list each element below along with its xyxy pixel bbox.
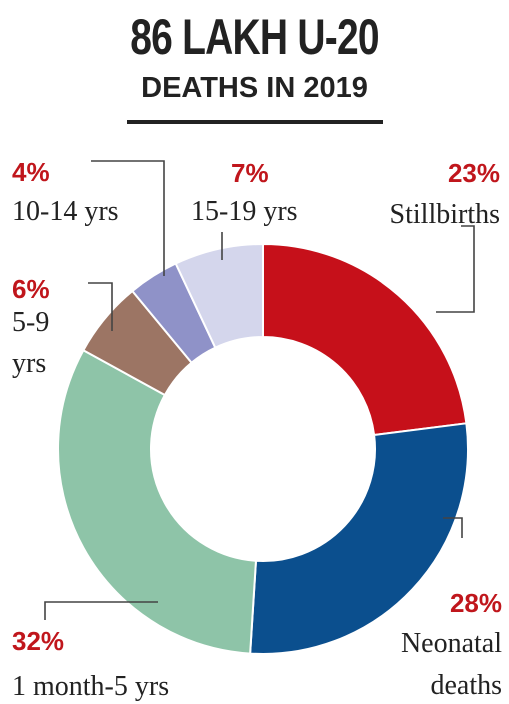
donut-slices bbox=[57, 242, 469, 655]
leader-line-1-month-5-yrs bbox=[44, 601, 158, 620]
category-label-1-month-5-yrs: 1 month-5 yrs bbox=[12, 671, 169, 702]
slice-15-19-yrs bbox=[174, 242, 264, 349]
pct-label-5-9-yrs: 6% bbox=[12, 274, 50, 304]
chart-subtitle: DEATHS IN 2019 bbox=[141, 72, 368, 104]
leader-line-neonatal-deaths bbox=[443, 517, 463, 538]
pct-label-1-month-5-yrs: 32% bbox=[12, 626, 64, 656]
slice-stillbirths bbox=[262, 242, 468, 437]
leader-line-5-9-yrs bbox=[88, 282, 113, 331]
title-rule bbox=[127, 120, 383, 124]
pct-label-stillbirths: 23% bbox=[448, 158, 500, 188]
category-label-15-19-yrs: 15-19 yrs bbox=[191, 196, 298, 227]
category-label-neonatal-deaths-line-2: deaths bbox=[430, 670, 502, 701]
pct-label-15-19-yrs: 7% bbox=[231, 158, 269, 188]
slice-1-month-5-yrs bbox=[57, 348, 258, 655]
leader-lines bbox=[44, 160, 475, 620]
leader-line-10-14-yrs bbox=[91, 160, 165, 276]
leader-line-stillbirths bbox=[436, 225, 475, 313]
category-label-stillbirths: Stillbirths bbox=[390, 199, 500, 230]
pct-label-neonatal-deaths: 28% bbox=[450, 588, 502, 618]
pct-label-10-14-yrs: 4% bbox=[12, 157, 50, 187]
category-label-5-9-yrs-line-2: yrs bbox=[12, 348, 46, 379]
category-label-10-14-yrs: 10-14 yrs bbox=[12, 196, 119, 227]
category-label-neonatal-deaths-line-1: Neonatal bbox=[401, 628, 502, 659]
slice-labels: 23% Stillbirths 28% Neonatal deaths 32% 1 mont… bbox=[12, 157, 502, 702]
chart-title: 86 LAKH U-20 bbox=[130, 9, 379, 65]
category-label-5-9-yrs-line-1: 5-9 bbox=[12, 307, 49, 338]
slice-neonatal-deaths bbox=[249, 422, 469, 655]
